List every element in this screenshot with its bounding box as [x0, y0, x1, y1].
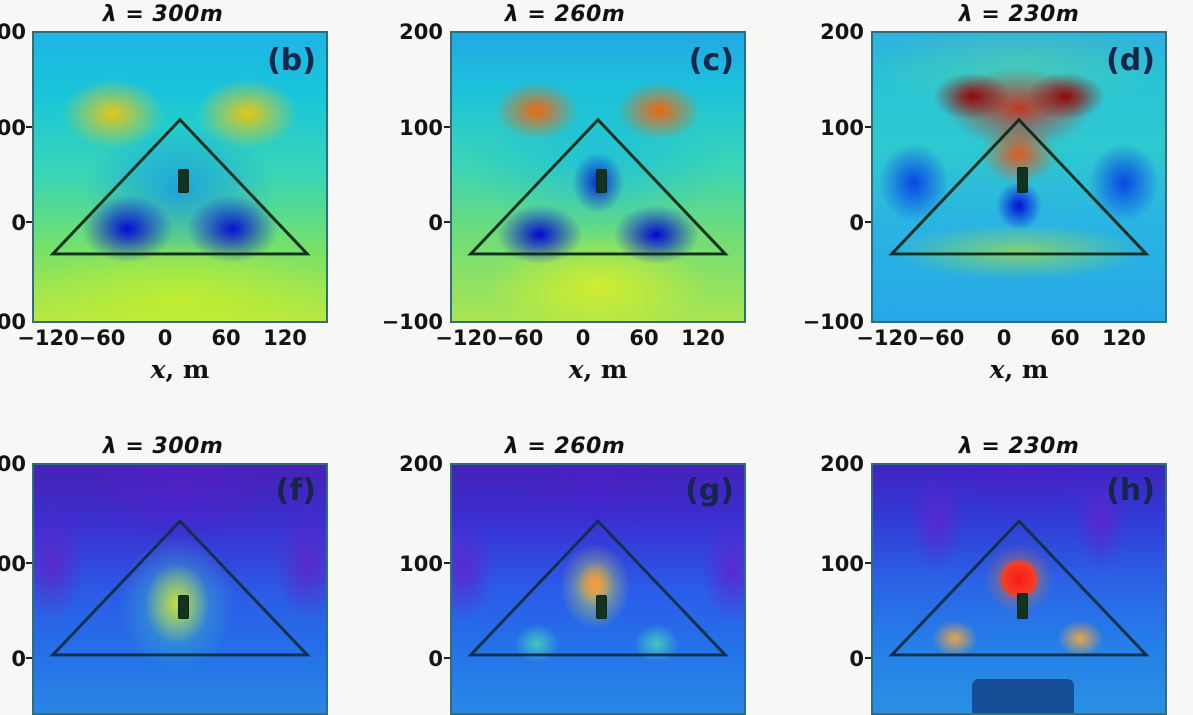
panel-g-field — [452, 465, 744, 713]
panel-f-plot: (f) — [32, 463, 328, 715]
panel-c-xtick-120: 120 — [681, 326, 725, 350]
panel-h-ytickmark-0 — [865, 657, 871, 659]
panel-g-ytickmark-0 — [444, 657, 450, 659]
panel-b-xtick-60: 60 — [211, 326, 241, 350]
panel-d-ytick-neg100: −100 — [802, 310, 864, 334]
panel-c-xtick--120: −120 — [435, 326, 497, 350]
panel-c-plot: (c) — [450, 31, 746, 323]
panel-b-title: λ = 300m — [102, 2, 224, 27]
panel-h-overlay-rect — [972, 679, 1074, 713]
panel-b-xaxis-title: x, m — [80, 355, 280, 384]
panel-f-pyramid-outline — [49, 518, 311, 657]
panel-d-xtick--60: −60 — [917, 326, 965, 350]
panel-b: λ = 300m (b) 200 100 0 -100 −120 −60 0 6… — [0, 0, 370, 400]
panel-b-ytickmark-0 — [26, 221, 32, 223]
panel-d-xtick-60: 60 — [1050, 326, 1080, 350]
panel-g-ytick-200: 200 — [399, 452, 443, 476]
panel-g-label: (g) — [685, 473, 734, 508]
panel-c-xtick-60: 60 — [629, 326, 659, 350]
panel-d-xaxis-unit: , m — [1004, 355, 1049, 384]
panel-c-ytick-0: 0 — [428, 211, 443, 235]
panel-b-xtick--120: −120 — [17, 326, 79, 350]
panel-b-ytick-neg100: -100 — [0, 310, 26, 334]
panel-d-xaxis-symbol: x — [989, 355, 1005, 384]
panel-b-xaxis-symbol: x — [150, 355, 166, 384]
panel-g-chamber-marker — [596, 595, 607, 619]
panel-h-chamber-marker — [1017, 593, 1028, 619]
panel-f-ytick-200: 200 — [0, 452, 26, 476]
panel-h-label: (h) — [1106, 473, 1155, 508]
panel-g-ytick-0: 0 — [428, 647, 443, 671]
panel-c-xaxis-unit: , m — [583, 355, 628, 384]
panel-b-plot: (b) — [32, 31, 328, 323]
panel-c-ytick-100: 100 — [399, 116, 443, 140]
panel-b-chamber-marker — [178, 169, 189, 193]
panel-b-ytick-0: 0 — [11, 211, 26, 235]
panel-h-plot: (h) — [871, 463, 1167, 715]
panel-b-xtick--60: −60 — [78, 326, 126, 350]
panel-c-label: (c) — [688, 43, 734, 78]
panel-b-ytick-200: 200 — [0, 20, 26, 44]
panel-c-ytickmark-0 — [444, 221, 450, 223]
panel-g-title: λ = 260m — [504, 434, 626, 459]
panel-d-ytick-100: 100 — [820, 116, 864, 140]
panel-d-plot: (d) — [871, 31, 1167, 323]
panel-d-ytick-200: 200 — [820, 20, 864, 44]
panel-h: λ = 230m (h) 200 100 0 — [800, 432, 1193, 715]
panel-g-plot: (g) — [450, 463, 746, 715]
panel-c-chamber-marker — [596, 169, 607, 193]
panel-g-ytick-100: 100 — [399, 552, 443, 576]
panel-f-ytick-0: 0 — [11, 647, 26, 671]
panel-h-ytick-200: 200 — [820, 452, 864, 476]
panel-f-title: λ = 300m — [102, 434, 224, 459]
panel-f: λ = 300m (f) 200 100 0 — [0, 432, 370, 715]
panel-c-ytick-neg100: −100 — [381, 310, 443, 334]
panel-b-xtick-0: 0 — [157, 326, 173, 350]
panel-g-pyramid-outline — [467, 518, 729, 657]
panel-f-field — [34, 465, 326, 713]
panel-c-ytick-200: 200 — [399, 20, 443, 44]
panel-d-title: λ = 230m — [958, 2, 1080, 27]
panel-b-ytick-100: 100 — [0, 116, 26, 140]
panel-f-chamber-marker — [178, 595, 189, 619]
panel-f-ytickmark-0 — [26, 657, 32, 659]
panel-c-xaxis-title: x, m — [498, 355, 698, 384]
panel-b-xtick-120: 120 — [263, 326, 307, 350]
panel-d-ytickmark-0 — [865, 221, 871, 223]
panel-h-ytick-0: 0 — [849, 647, 864, 671]
panel-g-ytickmark-100 — [444, 562, 450, 564]
panel-h-pyramid-outline — [888, 518, 1150, 657]
panel-h-ytickmark-100 — [865, 562, 871, 564]
panel-d-chamber-marker — [1017, 167, 1028, 193]
panel-d-xtick-120: 120 — [1102, 326, 1146, 350]
panel-f-ytick-100: 100 — [0, 552, 26, 576]
panel-f-ytickmark-100 — [26, 562, 32, 564]
panel-d-xaxis-title: x, m — [919, 355, 1119, 384]
panel-d-xtick-0: 0 — [996, 326, 1012, 350]
panel-h-field — [873, 465, 1165, 713]
panel-d-pyramid-outline — [888, 117, 1150, 256]
panel-c-pyramid-outline — [467, 117, 729, 256]
panel-b-xaxis-unit: , m — [165, 355, 210, 384]
panel-b-label: (b) — [267, 43, 316, 78]
panel-b-pyramid-outline — [49, 117, 311, 256]
panel-c-xtick--60: −60 — [496, 326, 544, 350]
panel-d-xtick--120: −120 — [856, 326, 918, 350]
panel-c: λ = 260m (c) 200 100 0 −100 −120 −60 0 6… — [382, 0, 765, 400]
panel-c-xtick-0: 0 — [575, 326, 591, 350]
panel-d-ytick-0: 0 — [849, 211, 864, 235]
panel-d-ytickmark-100 — [865, 126, 871, 128]
panel-c-title: λ = 260m — [504, 2, 626, 27]
panel-c-xaxis-symbol: x — [568, 355, 584, 384]
panel-b-ytickmark-100 — [26, 126, 32, 128]
panel-d-label: (d) — [1106, 43, 1155, 78]
panel-h-title: λ = 230m — [958, 434, 1080, 459]
panel-f-label: (f) — [275, 473, 316, 508]
panel-c-ytickmark-100 — [444, 126, 450, 128]
panel-h-ytick-100: 100 — [820, 552, 864, 576]
panel-g: λ = 260m (g) 200 100 0 — [395, 432, 765, 715]
panel-d: λ = 230m (d) 200 100 0 −100 −120 −60 0 6… — [800, 0, 1193, 400]
